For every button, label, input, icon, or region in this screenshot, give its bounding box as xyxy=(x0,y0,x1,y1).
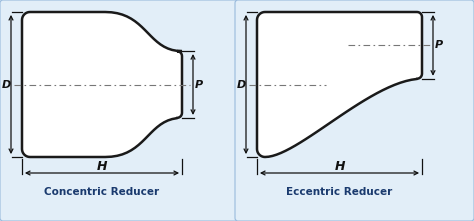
FancyBboxPatch shape xyxy=(0,0,238,221)
Text: H: H xyxy=(97,160,107,173)
Polygon shape xyxy=(22,12,182,157)
Text: D: D xyxy=(1,80,10,90)
Text: Concentric Reducer: Concentric Reducer xyxy=(45,187,160,197)
Text: D: D xyxy=(237,80,246,90)
Text: H: H xyxy=(334,160,345,173)
Text: P: P xyxy=(435,40,443,50)
Text: Eccentric Reducer: Eccentric Reducer xyxy=(286,187,392,197)
Polygon shape xyxy=(257,12,422,157)
Text: P: P xyxy=(195,80,203,90)
FancyBboxPatch shape xyxy=(235,0,474,221)
